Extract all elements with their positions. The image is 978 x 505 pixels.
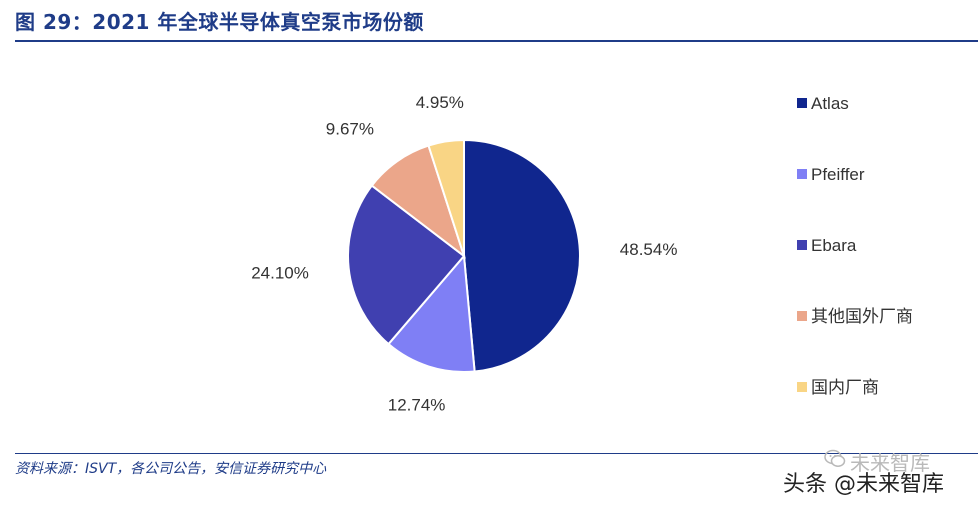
legend-label-0: Atlas bbox=[811, 94, 849, 113]
legend-swatch-2 bbox=[797, 240, 807, 250]
legend-swatch-0 bbox=[797, 98, 807, 108]
pie-slice-0 bbox=[463, 138, 581, 373]
pie-chart: 48.54% 12.74% 24.10% 9.67% 4.95% Atlas Pfeiff… bbox=[251, 93, 913, 415]
wechat-icon bbox=[824, 449, 846, 467]
watermark-faint: 未来智库 bbox=[850, 451, 930, 475]
legend-swatch-1 bbox=[797, 169, 807, 179]
pie-slice-2 bbox=[347, 184, 466, 346]
slice-labels: 48.54% 12.74% 24.10% 9.67% 4.95% bbox=[251, 93, 677, 415]
slice-label-1: 12.74% bbox=[388, 396, 446, 415]
pie-slice-1 bbox=[387, 253, 476, 373]
figure-title: 图 29：2021 年全球半导体真空泵市场份额 bbox=[15, 10, 424, 34]
slice-label-2: 24.10% bbox=[251, 263, 309, 282]
slice-label-4: 4.95% bbox=[416, 93, 464, 112]
legend-label-1: Pfeiffer bbox=[811, 165, 865, 184]
slice-label-3: 9.67% bbox=[326, 120, 374, 139]
watermark: 头条 @未来智库 bbox=[783, 472, 944, 497]
title-divider bbox=[15, 40, 978, 42]
slice-label-0: 48.54% bbox=[620, 240, 678, 259]
legend-label-2: Ebara bbox=[811, 236, 857, 255]
legend-swatch-4 bbox=[797, 382, 807, 392]
pie-slices bbox=[347, 138, 581, 373]
legend-label-3: 其他国外厂商 bbox=[811, 307, 913, 326]
legend-swatch-3 bbox=[797, 311, 807, 321]
legend-label-4: 国内厂商 bbox=[811, 378, 879, 397]
source-note: 资料来源：ISVT，各公司公告，安信证券研究中心 bbox=[15, 461, 327, 477]
pie-slice-4 bbox=[427, 138, 465, 257]
footer-divider bbox=[15, 453, 978, 454]
